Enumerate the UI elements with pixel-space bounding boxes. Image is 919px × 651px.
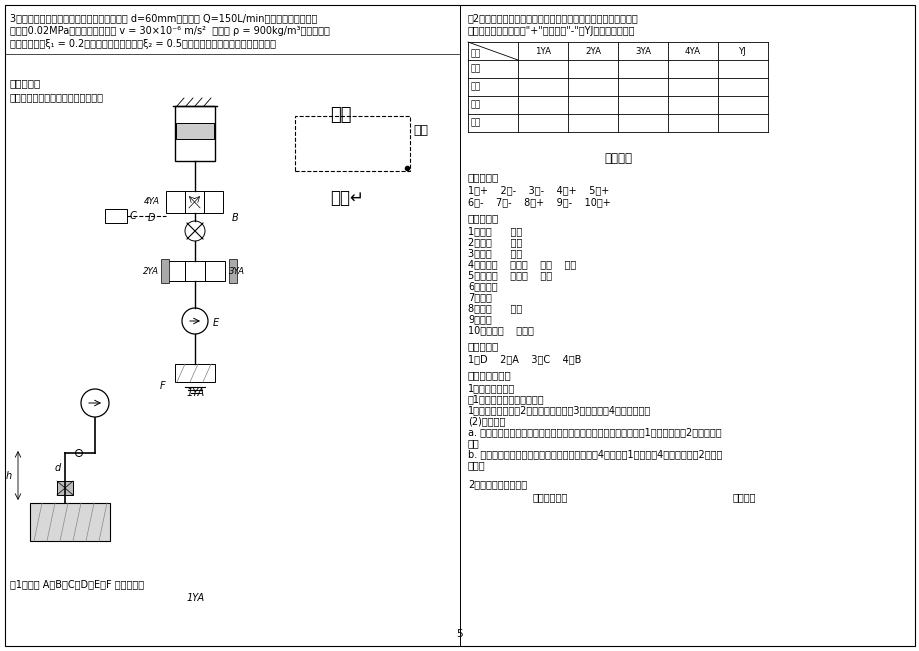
Text: C: C (130, 211, 137, 221)
Text: 1一低压大流量泵；2一高压小流量泵；3一溢流阀；4一外控顺序阀: 1一低压大流量泵；2一高压小流量泵；3一溢流阀；4一外控顺序阀 (468, 405, 651, 415)
Text: 1YA: 1YA (187, 388, 205, 398)
Text: 快进: 快进 (471, 64, 481, 74)
Text: a. 当系统负载小运动速度快时，油路压力低，外控顺序阀关闭，泵1输出的油与泵2汇合供给系: a. 当系统负载小运动速度快时，油路压力低，外控顺序阀关闭，泵1输出的油与泵2汇… (468, 427, 720, 437)
Text: 局部阻力系数ξ₁ = 0.2，滤网处局部阻力系数ξ₂ = 0.5，不计沿程损失，求泵的吸油高度。: 局部阻力系数ξ₁ = 0.2，滤网处局部阻力系数ξ₂ = 0.5，不计沿程损失，… (10, 39, 276, 49)
Text: 快退↵: 快退↵ (330, 189, 364, 207)
Text: 供油。: 供油。 (468, 460, 485, 470)
Text: 1．+    2．-    3．-    4．+    5．+: 1．+ 2．- 3．- 4．+ 5．+ (468, 185, 608, 195)
Text: 一、判断题: 一、判断题 (468, 172, 499, 182)
Text: b. 当系统负载大运动速度慢时，油路压力高，阀4开启，泵1的油经阀4卸荷，仅由泵2向系统: b. 当系统负载大运动速度慢时，油路压力高，阀4开启，泵1的油经阀4卸荷，仅由泵… (468, 449, 721, 459)
Bar (105, 209, 127, 223)
Text: 电磁铁动作表（通电用"+"，断电用"-"，YJ为压力继电器）: 电磁铁动作表（通电用"+"，断电用"-"，YJ为压力继电器） (468, 26, 635, 36)
Text: 1．流量      负载: 1．流量 负载 (468, 226, 522, 236)
Text: 六、综合题: 六、综合题 (10, 78, 41, 88)
Text: E: E (213, 318, 219, 328)
Text: 8．等容      绝热: 8．等容 绝热 (468, 303, 522, 313)
Text: （1）写出 A、B、C、D、E、F 元件的名称: （1）写出 A、B、C、D、E、F 元件的名称 (10, 579, 144, 589)
Text: 3YA: 3YA (634, 46, 651, 55)
Text: 四、面图分析题: 四、面图分析题 (468, 370, 511, 380)
Text: 工进: 工进 (413, 124, 427, 137)
Text: 1．D    2．A    3．C    4．B: 1．D 2．A 3．C 4．B (468, 354, 581, 364)
Bar (165, 261, 185, 281)
Bar (165, 191, 185, 213)
Text: （1）注明图中液压元件名称: （1）注明图中液压元件名称 (468, 394, 544, 404)
Text: （2）按快进一工进一快退一原位的动作循环，给出电磁铁动作表: （2）按快进一工进一快退一原位的动作循环，给出电磁铁动作表 (468, 13, 638, 23)
Text: 6．-    7．-    8．+    9．-    10．+: 6．- 7．- 8．+ 9．- 10．+ (468, 197, 610, 207)
Text: 参考答案: 参考答案 (604, 152, 631, 165)
Bar (229, 259, 237, 283)
Text: 原位: 原位 (471, 118, 481, 128)
Text: 工进: 工进 (471, 83, 481, 92)
Text: 三、选择题: 三、选择题 (468, 341, 499, 351)
Bar (176, 123, 214, 139)
Bar (185, 261, 205, 281)
Bar (175, 106, 215, 161)
Bar (175, 364, 215, 382)
Bar (185, 191, 204, 213)
Text: 7．溢流: 7．溢流 (468, 292, 492, 302)
Text: 1YA: 1YA (187, 593, 205, 603)
Text: D: D (148, 213, 155, 223)
Text: YJ: YJ (738, 46, 746, 55)
Text: 10．冷凝器    干燥器: 10．冷凝器 干燥器 (468, 325, 533, 335)
Text: 1YA: 1YA (535, 46, 550, 55)
Text: 2YA: 2YA (584, 46, 600, 55)
Text: 4YA: 4YA (685, 46, 700, 55)
Text: 5．弹簧力    液压力    低压: 5．弹簧力 液压力 低压 (468, 270, 551, 280)
Text: 统。: 统。 (468, 438, 479, 448)
Text: 快进: 快进 (330, 106, 351, 124)
Text: 9．质量: 9．质量 (468, 314, 492, 324)
Text: F: F (160, 381, 165, 391)
Text: 直动型溢流阀: 直动型溢流阀 (532, 492, 568, 502)
Bar (204, 191, 222, 213)
Bar (295, 116, 410, 171)
Text: 5: 5 (456, 629, 463, 639)
Text: 2．两种阀性能的区别: 2．两种阀性能的区别 (468, 479, 527, 489)
Bar (205, 261, 225, 281)
Bar (57, 481, 73, 495)
Text: d: d (55, 463, 62, 473)
Bar (161, 259, 169, 283)
Text: 2．沿程      局部: 2．沿程 局部 (468, 237, 522, 247)
Text: 3．实际      理论: 3．实际 理论 (468, 248, 522, 258)
Text: 1．双泵供油回路: 1．双泵供油回路 (468, 383, 515, 393)
Text: 直动型减: 直动型减 (732, 492, 755, 502)
Text: h: h (6, 471, 12, 481)
Text: 二、填空题: 二、填空题 (468, 213, 499, 223)
Text: 快退: 快退 (471, 100, 481, 109)
Text: 空度为0.02MPa，油液的运动粘度 v = 30×10⁻⁶ m/s²  ，密度 ρ = 900kg/m³，弯头处的: 空度为0.02MPa，油液的运动粘度 v = 30×10⁻⁶ m/s² ，密度 … (10, 26, 330, 36)
Text: 动作: 动作 (471, 49, 481, 58)
Text: B: B (232, 213, 239, 223)
Text: (2)油路说明: (2)油路说明 (468, 416, 505, 426)
Text: 2YA: 2YA (142, 266, 159, 275)
Text: 4．液压能    机械能    转速    转矩: 4．液压能 机械能 转速 转矩 (468, 259, 575, 269)
Text: 分析下述液压系统原理图，回答问题: 分析下述液压系统原理图，回答问题 (10, 92, 104, 102)
Bar (30, 503, 110, 541)
Text: 6．单向阀: 6．单向阀 (468, 281, 497, 291)
Text: 3．如图所示，液压泵从油箱吸油，吸管直径 d=60mm，流量是 Q=150L/min，液压泵入口处的真: 3．如图所示，液压泵从油箱吸油，吸管直径 d=60mm，流量是 Q=150L/m… (10, 13, 317, 23)
Text: 3YA: 3YA (229, 266, 244, 275)
Text: 4YA: 4YA (144, 197, 160, 206)
